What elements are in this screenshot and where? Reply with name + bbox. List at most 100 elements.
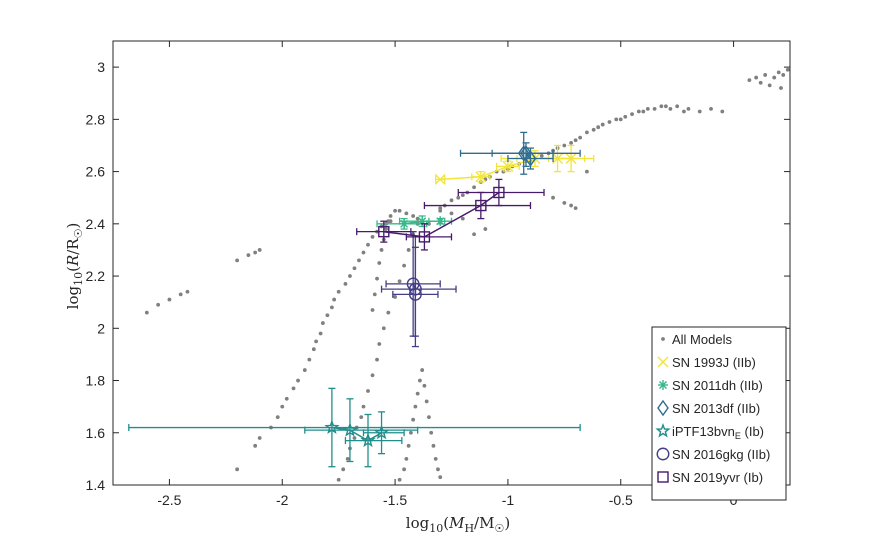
model-point xyxy=(348,274,352,278)
marker-x xyxy=(657,356,669,368)
legend-label: SN 2016gkg (IIb) xyxy=(672,447,770,462)
model-point xyxy=(386,310,391,315)
model-point xyxy=(156,302,161,307)
model-point xyxy=(630,112,634,117)
error-bar xyxy=(304,398,419,463)
x-tick-label: -2.5 xyxy=(157,492,181,508)
model-point xyxy=(352,436,357,440)
model-point xyxy=(235,258,240,263)
model-point xyxy=(408,430,413,435)
model-point xyxy=(257,436,262,440)
model-point xyxy=(320,321,325,325)
y-tick-label: 3 xyxy=(97,59,105,75)
model-point xyxy=(600,122,605,127)
marker-pentagram xyxy=(342,422,358,437)
model-point xyxy=(578,135,583,140)
y-axis-label: log10(R/R☉) xyxy=(64,223,85,310)
model-point xyxy=(343,281,348,286)
marker-x xyxy=(475,171,487,183)
model-point xyxy=(381,326,386,331)
legend: All Models SN 1993J (IIb) SN 2011dh (IIb) S… xyxy=(651,326,787,501)
y-tick-label: 1.6 xyxy=(86,425,106,441)
model-point xyxy=(384,227,388,231)
model-point xyxy=(402,263,407,268)
series-sn-2011dh-iib- xyxy=(376,215,453,230)
model-point xyxy=(573,138,578,143)
series-line xyxy=(331,426,382,442)
model-point xyxy=(779,86,783,90)
model-point xyxy=(747,78,752,83)
model-point xyxy=(415,391,420,396)
marker-shape xyxy=(408,287,422,301)
model-point xyxy=(569,140,574,145)
model-point xyxy=(257,248,262,252)
marker-x xyxy=(434,173,446,185)
marker-square xyxy=(475,199,487,212)
model-point xyxy=(767,83,772,88)
model-point xyxy=(675,104,680,109)
marker-pentagram xyxy=(360,432,376,448)
model-point xyxy=(235,467,240,472)
model-point xyxy=(420,368,425,372)
model-point xyxy=(614,117,619,122)
model-point xyxy=(318,331,323,336)
marker-diamond xyxy=(524,150,537,167)
model-point xyxy=(397,477,402,482)
marker-shape xyxy=(656,447,670,461)
model-point xyxy=(311,347,316,352)
y-tick-label: 2.4 xyxy=(86,216,106,232)
x-tick-label: -2 xyxy=(276,492,289,508)
model-point xyxy=(754,75,759,80)
model-point xyxy=(253,443,258,448)
marker-pentagram xyxy=(373,424,390,440)
marker-stroke xyxy=(659,381,667,389)
error-bar xyxy=(362,411,405,455)
marker-stroke xyxy=(502,160,514,172)
model-point xyxy=(438,206,443,211)
model-point xyxy=(370,234,375,239)
legend-label: SN 2013df (IIb) xyxy=(672,401,760,416)
marker-x xyxy=(502,160,514,172)
model-point xyxy=(393,295,397,299)
marker-stroke xyxy=(475,171,487,183)
model-point xyxy=(366,242,370,247)
model-point xyxy=(433,456,438,461)
model-point xyxy=(539,154,544,158)
marker-stroke xyxy=(434,173,446,185)
y-tick-label: 2.8 xyxy=(86,111,106,127)
model-point xyxy=(472,185,476,190)
legend-models-marker xyxy=(661,337,665,341)
model-point xyxy=(427,415,431,419)
model-point xyxy=(758,80,763,85)
marker-o xyxy=(656,447,670,461)
marker-square xyxy=(418,231,431,243)
y-axis: 1.4 1.6 1.8 2 2.2 2.4 2.6 2.8 3 xyxy=(86,59,790,493)
error-bar xyxy=(457,178,545,207)
model-point xyxy=(377,261,382,265)
model-point xyxy=(438,208,443,213)
plot-frame xyxy=(112,40,791,486)
model-point xyxy=(668,107,673,111)
series-sn-2013df-iib- xyxy=(459,131,581,175)
model-point xyxy=(329,305,334,310)
model-point xyxy=(332,297,337,302)
marker-stroke xyxy=(657,356,669,368)
marker-* xyxy=(435,216,446,227)
model-point xyxy=(370,373,375,378)
model-point xyxy=(596,125,601,130)
x-tick-label: -0.5 xyxy=(609,492,633,508)
model-point xyxy=(585,169,589,174)
marker-x xyxy=(565,153,577,165)
legend-box xyxy=(651,326,787,501)
model-point xyxy=(682,109,686,114)
marker-shape xyxy=(657,399,669,417)
model-point xyxy=(388,214,393,218)
model-point xyxy=(460,216,465,221)
model-point xyxy=(551,195,555,200)
model-point xyxy=(357,258,361,263)
model-point xyxy=(663,104,668,109)
marker-* xyxy=(399,218,410,229)
legend-label: All Models xyxy=(672,332,732,347)
model-point xyxy=(341,467,346,472)
